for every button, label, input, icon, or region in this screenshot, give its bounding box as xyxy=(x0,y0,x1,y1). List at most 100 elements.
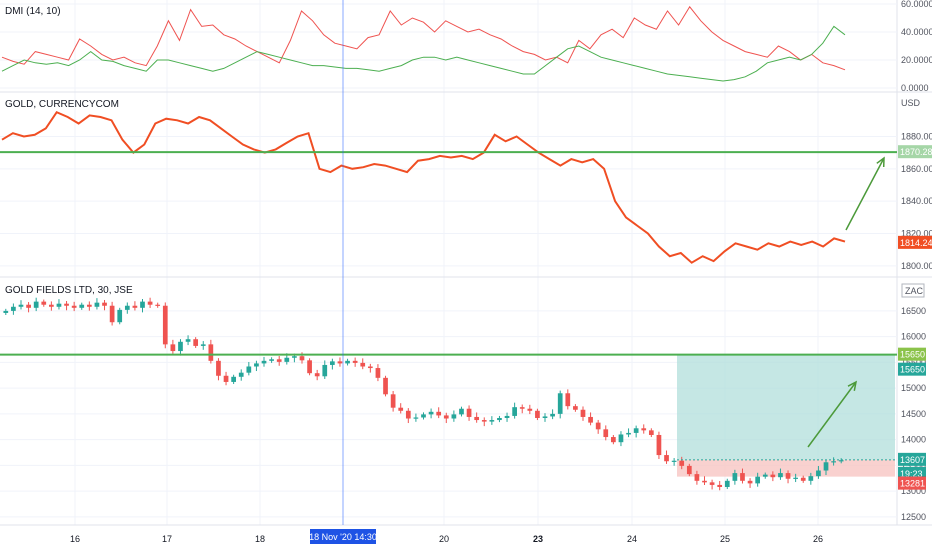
gf-y-tick-label: 15500 xyxy=(901,357,926,367)
candle-body xyxy=(231,376,236,382)
candle-body xyxy=(337,361,343,364)
dmi-y-tick-label: 0.0000 xyxy=(901,83,929,93)
candle-body xyxy=(345,360,350,364)
gold-y-tick-label: 1860.00 xyxy=(901,164,932,174)
candle-body xyxy=(140,301,145,308)
candle-body xyxy=(778,473,783,478)
gf-y-tick-label: 16500 xyxy=(901,306,926,316)
candle-body xyxy=(641,428,647,431)
candle-body xyxy=(816,470,821,477)
candle-body xyxy=(200,344,206,346)
candle-body xyxy=(542,416,548,418)
candle-body xyxy=(56,303,62,307)
gf-y-tick-label: 16000 xyxy=(901,332,926,342)
dmi-series-line-1 xyxy=(1,25,846,82)
candle-body xyxy=(527,408,533,411)
candle-body xyxy=(838,460,844,462)
candle-body xyxy=(292,356,297,358)
dmi-series-line-0 xyxy=(1,5,846,71)
candle-body xyxy=(762,474,768,477)
candle-body xyxy=(64,303,69,306)
dmi-y-tick-label: 20.0000 xyxy=(901,55,932,65)
candle-body xyxy=(550,413,555,417)
candle-body xyxy=(428,411,434,415)
candle-body xyxy=(94,302,100,307)
arrow-drawing-goldfields[interactable] xyxy=(807,381,857,448)
candle-body xyxy=(588,416,593,423)
gf-y-tick-label: 15000 xyxy=(901,383,926,393)
candle-body xyxy=(360,362,366,367)
candle-body xyxy=(489,420,495,422)
candle-body xyxy=(481,420,487,422)
time-axis-label: 26 xyxy=(813,534,823,544)
time-axis-label: 24 xyxy=(627,534,637,544)
candle-body xyxy=(223,375,229,382)
candle-body xyxy=(633,428,639,433)
candle-body xyxy=(747,480,753,484)
gf-y-tick-label: 12500 xyxy=(901,512,926,522)
candle-body xyxy=(740,473,745,481)
candle-body xyxy=(793,477,798,479)
time-axis-label: 20 xyxy=(439,534,449,544)
gold-price-line xyxy=(1,110,846,264)
gold-y-tick-label: 1880.00 xyxy=(901,131,932,141)
candle-body xyxy=(823,462,829,471)
crosshair-time-label: 18 Nov '20 14:30 xyxy=(309,532,377,542)
candle-body xyxy=(33,301,39,308)
gold-level-label: 1870.28 xyxy=(900,147,932,157)
stop-zone[interactable] xyxy=(677,459,895,477)
candle-body xyxy=(284,357,290,362)
candle-body xyxy=(664,455,669,462)
gold-last-price-label: 1814.24 xyxy=(900,238,932,248)
candle-body xyxy=(102,302,107,306)
candle-body xyxy=(18,304,24,307)
gf-stop-tag xyxy=(898,476,926,490)
candle-body xyxy=(322,364,328,377)
candle-body xyxy=(595,422,601,430)
candle-body xyxy=(162,305,168,345)
target-zone[interactable] xyxy=(677,354,895,460)
gf-title: GOLD FIELDS LTD, 30, JSE xyxy=(5,285,133,296)
candle-body xyxy=(124,305,130,310)
arrow-drawing-goldfields-head xyxy=(847,380,858,391)
candle-body xyxy=(656,434,662,456)
candle-body xyxy=(603,429,609,438)
candle-body xyxy=(398,407,404,411)
candle-body xyxy=(254,363,259,367)
gf-stop-label: 13281 xyxy=(900,479,925,489)
candle-body xyxy=(390,394,396,408)
candle-body xyxy=(216,360,221,376)
candle-body xyxy=(405,410,411,419)
time-axis-label: 18 xyxy=(255,534,265,544)
candle-body xyxy=(573,406,578,410)
gf-target-tag xyxy=(898,362,926,376)
candle-body xyxy=(580,409,586,417)
candle-body xyxy=(459,408,464,415)
gold-y-tick-label: 1800.00 xyxy=(901,261,932,271)
candle-body xyxy=(117,309,123,323)
candle-body xyxy=(565,393,571,407)
candle-body xyxy=(724,480,730,487)
candle-body xyxy=(132,305,138,308)
candle-body xyxy=(497,417,502,421)
candle-body xyxy=(648,430,654,435)
gold-y-tick-label: 1820.00 xyxy=(901,229,932,239)
arrow-drawing-gold-head xyxy=(876,156,885,168)
candle-body xyxy=(451,414,457,419)
candle-body xyxy=(831,461,836,463)
candle-body xyxy=(504,415,510,418)
candle-body xyxy=(717,484,723,487)
candle-body xyxy=(375,368,381,378)
dmi-y-tick-label: 60.0000 xyxy=(901,0,932,9)
candle-body xyxy=(276,359,282,362)
arrow-drawing-gold[interactable] xyxy=(845,157,885,231)
gf-countdown-label: 19:23 xyxy=(900,469,923,479)
candle-body xyxy=(49,304,54,307)
crosshair-time-tag xyxy=(310,529,376,544)
candle-body xyxy=(626,432,631,435)
candle-body xyxy=(770,474,776,478)
candle-body xyxy=(352,360,358,363)
candle-body xyxy=(443,415,449,419)
